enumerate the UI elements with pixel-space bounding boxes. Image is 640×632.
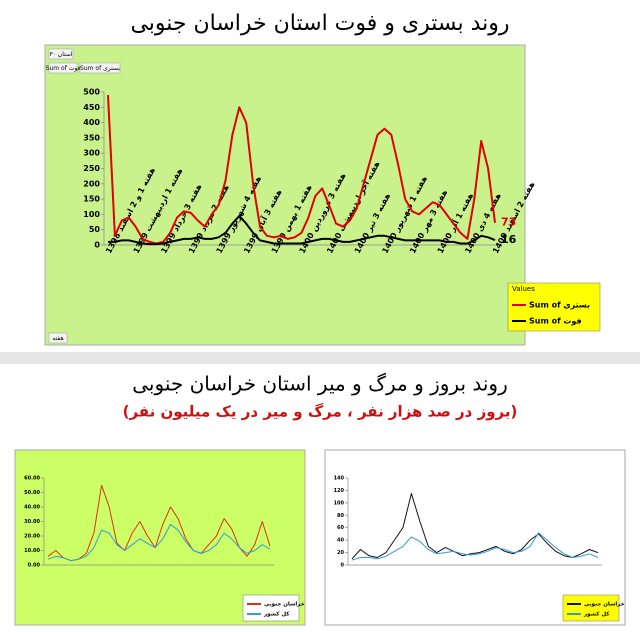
series-line bbox=[47, 523, 271, 562]
y-tick-label: 100 bbox=[334, 500, 345, 506]
y-tick-label: 60 bbox=[337, 525, 344, 531]
y-tick-label: 50 bbox=[89, 225, 101, 234]
field-button bbox=[48, 48, 74, 60]
y-tick-label: 150 bbox=[83, 195, 100, 204]
section-title: روند بروز و مرگ و میر استان خراسان جنوبی bbox=[132, 372, 508, 396]
y-tick-label: 100 bbox=[83, 210, 100, 219]
separator bbox=[0, 352, 640, 364]
field-button-label: Sum of فوت bbox=[46, 65, 81, 72]
y-tick-label: 40.00 bbox=[24, 505, 40, 511]
series-line bbox=[351, 532, 599, 561]
legend-label: خراسان جنوبی bbox=[584, 602, 625, 608]
y-tick-label: 0 bbox=[341, 563, 345, 569]
legend-box bbox=[242, 594, 300, 622]
chart-area bbox=[44, 44, 526, 346]
legend-label: Sum of فوت bbox=[529, 317, 582, 326]
y-tick-label: 450 bbox=[83, 103, 100, 112]
y-tick-label: 40 bbox=[337, 538, 344, 544]
y-tick-label: 250 bbox=[83, 164, 100, 173]
y-tick-label: 350 bbox=[83, 133, 100, 142]
legend-box bbox=[507, 282, 601, 332]
y-tick-label: 400 bbox=[83, 118, 100, 127]
legend-title: Values bbox=[512, 285, 535, 293]
legend-label: کل کشور bbox=[263, 611, 290, 618]
y-tick-label: 300 bbox=[83, 149, 100, 158]
series-line bbox=[351, 493, 599, 560]
end-label: 16 bbox=[501, 233, 517, 246]
y-tick-label: 10.00 bbox=[24, 548, 40, 554]
y-tick-label: 500 bbox=[83, 88, 100, 97]
legend-label: کل کشور bbox=[583, 611, 610, 618]
y-tick-label: 50.00 bbox=[24, 490, 40, 496]
series-line bbox=[107, 95, 496, 245]
page-title: روند بستری و فوت استان خراسان جنوبی bbox=[130, 11, 509, 36]
y-tick-label: 80 bbox=[337, 513, 344, 519]
y-tick-label: 120 bbox=[334, 488, 345, 494]
series-line bbox=[47, 484, 271, 562]
legend-label: Sum of بستری bbox=[529, 301, 590, 310]
field-button bbox=[48, 62, 78, 74]
field-button bbox=[48, 332, 68, 344]
y-tick-label: 30.00 bbox=[24, 519, 40, 525]
y-tick-label: 20 bbox=[337, 550, 344, 556]
legend-box bbox=[562, 594, 620, 622]
end-label: 73 bbox=[501, 216, 516, 229]
y-tick-label: 0 bbox=[94, 241, 100, 250]
legend-label: خراسان جنوبی bbox=[264, 602, 305, 608]
y-tick-label: 140 bbox=[334, 476, 345, 482]
field-button-label: Sum of بستری bbox=[80, 65, 120, 72]
y-tick-label: 60.00 bbox=[24, 476, 40, 482]
y-tick-label: 20.00 bbox=[24, 534, 40, 540]
series-line bbox=[108, 214, 496, 246]
y-tick-label: 0.00 bbox=[28, 563, 41, 569]
field-button-label: هفته bbox=[52, 335, 63, 342]
field-button bbox=[79, 62, 121, 74]
y-tick-label: 200 bbox=[83, 179, 100, 188]
field-button-label: استان ۳۰ bbox=[49, 51, 72, 58]
section-subtitle: (بروز در صد هزار نفر ، مرگ و میر در یک م… bbox=[123, 403, 518, 421]
